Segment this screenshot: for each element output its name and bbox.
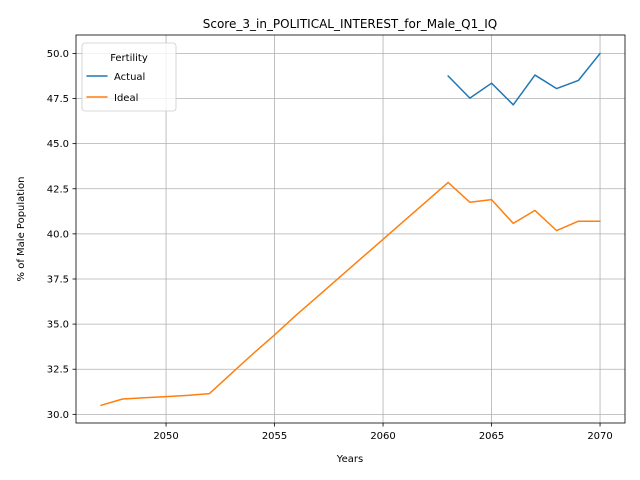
y-tick-label: 42.5 — [47, 184, 69, 195]
x-tick-label: 2070 — [587, 431, 612, 442]
y-tick-label: 32.5 — [47, 365, 69, 376]
y-tick-label: 45.0 — [47, 139, 69, 150]
y-axis-ticks: 30.0 32.5 35.0 37.5 40.0 42.5 45.0 47.5 50.0 — [47, 49, 76, 421]
legend-title: Fertility — [110, 53, 148, 64]
y-tick-label: 50.0 — [47, 49, 69, 60]
y-tick-label: 40.0 — [47, 229, 69, 240]
y-axis-label: % of Male Population — [16, 177, 27, 282]
y-tick-label: 30.0 — [47, 410, 69, 421]
y-tick-label: 47.5 — [47, 94, 69, 105]
x-axis-label: Years — [336, 454, 363, 465]
x-tick-label: 2050 — [153, 431, 178, 442]
y-tick-label: 37.5 — [47, 274, 69, 285]
chart-title: Score_3_in_POLITICAL_INTEREST_for_Male_Q… — [203, 17, 498, 31]
series-layer — [100, 52, 601, 407]
x-tick-label: 2065 — [479, 431, 504, 442]
legend-box — [81, 42, 177, 112]
plot-frame — [75, 34, 626, 424]
legend: Fertility Actual Ideal — [81, 42, 177, 112]
legend-label-ideal: Ideal — [114, 93, 138, 104]
x-tick-label: 2060 — [370, 431, 395, 442]
series-line-actual — [447, 52, 601, 106]
x-axis-ticks: 2050 2055 2060 2065 2070 — [153, 423, 613, 442]
y-tick-label: 35.0 — [47, 320, 69, 331]
x-tick-label: 2055 — [262, 431, 287, 442]
series-line-ideal — [100, 181, 601, 407]
legend-label-actual: Actual — [114, 72, 145, 83]
